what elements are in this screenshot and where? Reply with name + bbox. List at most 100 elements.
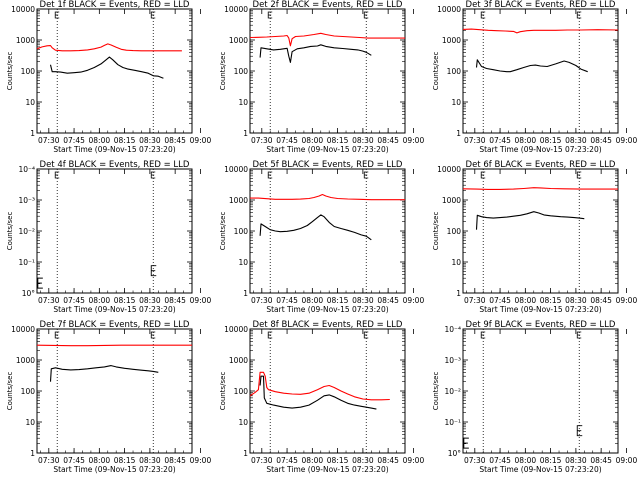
y-tick-label: 10000 xyxy=(224,325,248,334)
x-tick-label: 07:45 xyxy=(276,296,298,305)
x-tick-label: 09:00 xyxy=(190,456,212,465)
x-tick-label: 08:00 xyxy=(515,296,537,305)
x-axis-label: Start Time (09-Nov-15 07:23:20) xyxy=(479,465,601,474)
x-tick-label: 08:45 xyxy=(377,296,399,305)
x-tick-label: 08:30 xyxy=(352,136,374,145)
events-series-line xyxy=(49,365,159,382)
y-tick-label: 10 xyxy=(238,258,248,267)
marker-glyph xyxy=(37,277,43,289)
x-tick-label: 09:00 xyxy=(190,136,212,145)
x-tick-label: 08:15 xyxy=(327,296,349,305)
marker-glyph xyxy=(150,171,156,179)
x-tick-label: 08:15 xyxy=(540,136,562,145)
panel-title: Det 3f BLACK = Events, RED = LLD xyxy=(466,0,616,10)
y-tick-label: 1000 xyxy=(229,36,248,45)
x-tick-label: 08:00 xyxy=(515,456,537,465)
y-tick-label: 10 xyxy=(25,98,35,107)
y-tick-label: 10⁻⁴ xyxy=(444,325,461,334)
y-tick-label: 1 xyxy=(30,449,35,458)
x-tick-label: 09:00 xyxy=(403,136,425,145)
marker-glyph xyxy=(150,265,157,277)
x-tick-label: 08:45 xyxy=(590,136,612,145)
marker-glyph xyxy=(480,171,486,179)
y-tick-label: 100 xyxy=(447,227,462,236)
y-tick-label: 10⁻¹ xyxy=(18,258,35,267)
lld-series-line xyxy=(462,187,618,190)
y-tick-label: 1000 xyxy=(442,196,461,205)
x-tick-label: 07:30 xyxy=(38,296,60,305)
plot-frame xyxy=(36,8,193,134)
panel-title: Det 1f BLACK = Events, RED = LLD xyxy=(40,0,190,10)
x-tick-label: 08:45 xyxy=(377,136,399,145)
detector-panel: Det 5f BLACK = Events, RED = LLD 1 10 100 10… xyxy=(219,160,424,314)
y-tick-label: 100 xyxy=(21,387,36,396)
x-tick-label: 07:30 xyxy=(251,456,273,465)
x-tick-label: 09:00 xyxy=(190,296,212,305)
x-tick-label: 08:45 xyxy=(377,456,399,465)
y-tick-label: 10000 xyxy=(224,165,248,174)
y-tick-label: 100 xyxy=(234,227,249,236)
y-axis-label: Counts/sec xyxy=(219,212,227,251)
y-tick-label: 10⁻² xyxy=(18,227,35,236)
marker-glyph xyxy=(267,331,273,339)
y-axis-label: Counts/sec xyxy=(6,372,14,411)
y-tick-label: 1000 xyxy=(442,36,461,45)
x-tick-label: 08:30 xyxy=(139,296,161,305)
marker-glyph xyxy=(150,11,156,19)
y-axis-label: Counts/sec xyxy=(219,372,227,411)
y-tick-label: 10° xyxy=(22,289,36,298)
x-axis-label: Start Time (09-Nov-15 07:23:20) xyxy=(53,145,175,154)
y-tick-label: 10⁻³ xyxy=(444,356,461,365)
y-axis-label: Counts/sec xyxy=(432,212,440,251)
events-series-line xyxy=(259,44,372,63)
x-tick-label: 08:30 xyxy=(139,136,161,145)
y-axis-label: Counts/sec xyxy=(432,372,440,411)
y-tick-label: 10⁻³ xyxy=(18,196,35,205)
events-series-line xyxy=(475,211,585,230)
x-tick-label: 08:45 xyxy=(164,456,186,465)
x-tick-label: 08:15 xyxy=(114,296,136,305)
panel-title: Det 6f BLACK = Events, RED = LLD xyxy=(466,160,616,170)
plot-frame xyxy=(249,8,406,134)
x-tick-label: 07:30 xyxy=(464,136,486,145)
y-tick-label: 100 xyxy=(234,387,249,396)
marker-glyph xyxy=(267,11,273,19)
x-tick-label: 08:30 xyxy=(352,296,374,305)
plot-frame xyxy=(462,328,619,454)
x-tick-label: 07:45 xyxy=(276,136,298,145)
marker-glyph xyxy=(576,331,582,339)
y-tick-label: 10⁻⁴ xyxy=(18,165,35,174)
lld-series-line xyxy=(36,43,182,52)
lld-series-line xyxy=(249,371,390,401)
x-tick-label: 07:30 xyxy=(464,296,486,305)
y-tick-label: 10000 xyxy=(437,5,461,14)
y-tick-label: 1 xyxy=(243,129,248,138)
x-tick-label: 08:00 xyxy=(515,136,537,145)
events-series-line xyxy=(475,59,588,73)
lld-series-line xyxy=(250,193,405,201)
y-axis-label: Counts/sec xyxy=(432,52,440,91)
x-tick-label: 08:30 xyxy=(565,296,587,305)
x-tick-label: 07:45 xyxy=(489,296,511,305)
x-tick-label: 08:15 xyxy=(540,296,562,305)
detector-panel: Det 4f BLACK = Events, RED = LLD 10° 10⁻¹ 1… xyxy=(6,160,211,314)
y-tick-label: 10 xyxy=(238,418,248,427)
x-tick-label: 09:00 xyxy=(403,456,425,465)
detector-panel: Det 6f BLACK = Events, RED = LLD 1 10 100 10… xyxy=(432,160,637,314)
x-tick-label: 08:15 xyxy=(540,456,562,465)
marker-glyph xyxy=(267,171,273,179)
x-tick-label: 08:30 xyxy=(565,136,587,145)
y-tick-label: 1 xyxy=(243,449,248,458)
events-series-line xyxy=(259,375,377,410)
x-axis-label: Start Time (09-Nov-15 07:23:20) xyxy=(479,145,601,154)
y-tick-label: 100 xyxy=(234,67,249,76)
x-tick-label: 08:45 xyxy=(164,136,186,145)
panel-title: Det 9f BLACK = Events, RED = LLD xyxy=(466,320,616,330)
x-tick-label: 08:00 xyxy=(302,456,324,465)
x-tick-label: 07:30 xyxy=(38,456,60,465)
marker-glyph xyxy=(576,171,582,179)
y-axis-label: Counts/sec xyxy=(6,212,14,251)
y-tick-label: 10000 xyxy=(437,165,461,174)
marker-glyph xyxy=(576,11,582,19)
x-tick-label: 07:45 xyxy=(489,456,511,465)
